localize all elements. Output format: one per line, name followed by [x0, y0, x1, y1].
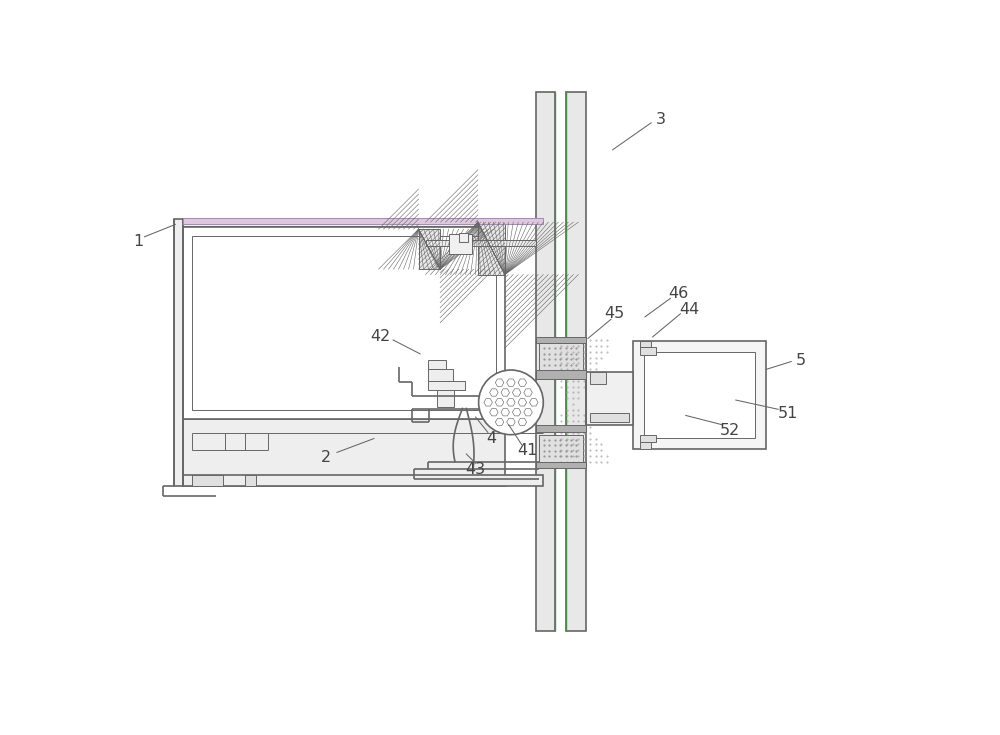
Text: 5: 5 — [796, 353, 806, 368]
Bar — [183, 475, 543, 487]
Bar — [192, 475, 223, 487]
Bar — [449, 234, 472, 254]
Bar — [459, 233, 468, 243]
Bar — [640, 347, 656, 354]
Text: 45: 45 — [604, 306, 624, 321]
Text: 44: 44 — [679, 301, 700, 317]
Bar — [245, 475, 256, 487]
Bar — [536, 426, 586, 431]
Text: 52: 52 — [720, 423, 740, 438]
Text: 3: 3 — [655, 112, 665, 126]
Bar — [536, 337, 586, 343]
Text: 4: 4 — [486, 431, 496, 446]
Bar — [183, 227, 505, 419]
Bar — [192, 236, 496, 410]
Bar — [644, 351, 755, 438]
Bar — [590, 372, 606, 384]
Text: 51: 51 — [778, 406, 798, 421]
Bar — [539, 343, 583, 370]
Text: 2: 2 — [321, 451, 331, 465]
Bar — [640, 442, 651, 448]
Bar — [174, 219, 183, 487]
Text: 46: 46 — [668, 287, 688, 301]
Bar — [428, 381, 465, 390]
Bar — [428, 360, 446, 369]
Bar — [640, 341, 651, 347]
Bar — [428, 369, 453, 381]
Circle shape — [479, 370, 543, 434]
Bar — [640, 434, 656, 442]
Bar — [536, 92, 555, 631]
Text: 1: 1 — [133, 234, 143, 249]
Bar — [183, 219, 505, 227]
Text: 43: 43 — [465, 462, 486, 477]
Bar — [426, 240, 536, 246]
Bar — [183, 419, 505, 487]
Bar — [633, 341, 766, 448]
Bar — [536, 462, 586, 467]
Bar — [539, 434, 583, 462]
Bar — [419, 229, 440, 269]
Bar — [183, 218, 543, 223]
Bar — [536, 370, 586, 379]
Bar — [586, 372, 633, 426]
Bar — [590, 413, 629, 423]
Bar — [437, 390, 454, 407]
Text: 42: 42 — [370, 329, 390, 345]
Text: 41: 41 — [518, 442, 538, 458]
Bar — [566, 92, 586, 631]
Bar — [478, 222, 505, 275]
